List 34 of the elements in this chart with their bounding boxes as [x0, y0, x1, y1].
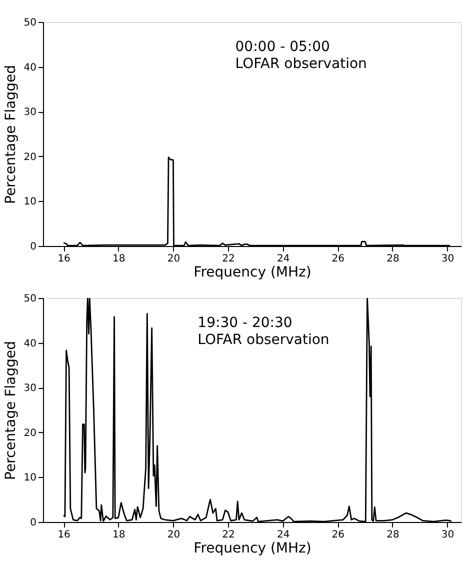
- y-tick-label: 0: [30, 518, 36, 528]
- x-tick-label: 16: [58, 254, 70, 264]
- y-tick-label: 10: [24, 196, 36, 208]
- x-tick-label: 30: [441, 530, 454, 540]
- x-tick-label: 18: [112, 530, 126, 540]
- y-tick-label: 50: [24, 294, 36, 304]
- y-tick-label: 10: [24, 472, 36, 484]
- y-tick-label: 40: [24, 338, 36, 350]
- x-tick-label: 22: [222, 530, 235, 540]
- y-tick-label: 20: [24, 152, 36, 163]
- annotation: 19:30 - 20:30 LOFAR observation: [198, 314, 330, 348]
- x-tick-label: 22: [222, 254, 235, 264]
- x-tick-label: 16: [58, 530, 70, 540]
- x-tick-label: 24: [276, 254, 290, 264]
- y-tick-label: 30: [24, 383, 36, 394]
- annotation: 00:00 - 05:00 LOFAR observation: [235, 38, 367, 72]
- y-axis-title: Percentage Flagged: [2, 64, 19, 204]
- x-tick-label: 20: [167, 530, 180, 540]
- y-tick-label: 20: [24, 428, 36, 439]
- x-tick-label: 26: [332, 254, 345, 264]
- x-axis-title: Frequency (MHz): [194, 540, 312, 556]
- x-tick-label: 28: [386, 254, 400, 264]
- x-tick-label: 28: [386, 530, 400, 540]
- x-tick-label: 20: [167, 254, 180, 264]
- y-axis-title: Percentage Flagged: [2, 340, 19, 480]
- x-tick-label: 26: [332, 530, 345, 540]
- y-tick-label: 50: [24, 18, 36, 28]
- y-tick-label: 40: [24, 62, 36, 74]
- x-axis-title: Frequency (MHz): [194, 264, 312, 280]
- x-tick-label: 18: [112, 254, 126, 264]
- y-tick-label: 0: [30, 242, 36, 252]
- y-tick-label: 30: [24, 107, 36, 118]
- x-tick-label: 24: [276, 530, 290, 540]
- x-tick-label: 30: [441, 254, 454, 264]
